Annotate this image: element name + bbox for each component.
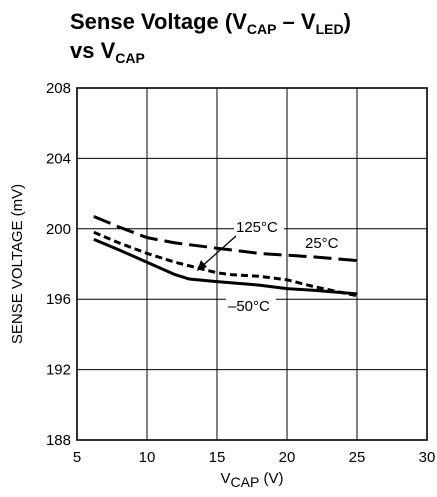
x-tick-label: 5 — [73, 449, 81, 466]
grid — [76, 87, 428, 441]
series-line — [93, 238, 358, 296]
plot-frame — [76, 87, 428, 441]
tick-labels: 5 10 15 20 25 30 188 192 196 200 204 208 — [46, 80, 435, 466]
annotations: 125°C 25°C –50°C — [197, 218, 344, 315]
chart-title-line2: vs VCAP — [70, 38, 145, 66]
y-tick-label: 204 — [46, 150, 71, 167]
x-tick-label: 30 — [419, 449, 436, 466]
annotation-25c-bg — [303, 234, 344, 252]
y-axis-label: SENSE VOLTAGE (mV) — [9, 184, 26, 344]
annotation-arrowhead — [197, 260, 207, 271]
annotation-minus50c: –50°C — [228, 298, 270, 315]
series-lines — [93, 215, 358, 298]
y-tick-label: 188 — [46, 432, 71, 449]
annotation-minus50c-bg — [226, 297, 276, 315]
y-tick-label: 200 — [46, 221, 71, 238]
x-tick-label: 15 — [209, 449, 226, 466]
annotation-125c: 125°C — [236, 219, 278, 236]
chart-title-line1: Sense Voltage (VCAP – VLED) — [70, 9, 351, 37]
series-line — [93, 215, 358, 262]
x-axis-label: VCAP (V) — [221, 470, 284, 490]
x-tick-label: 10 — [139, 449, 156, 466]
series-line — [93, 230, 358, 298]
annotation-arrow — [199, 235, 237, 269]
y-tick-label: 192 — [46, 362, 71, 379]
annotation-125c-bg — [234, 218, 284, 236]
x-tick-label: 25 — [349, 449, 366, 466]
y-tick-label: 208 — [46, 80, 71, 97]
x-tick-label: 20 — [279, 449, 296, 466]
y-tick-label: 196 — [46, 291, 71, 308]
annotation-25c: 25°C — [305, 235, 339, 252]
